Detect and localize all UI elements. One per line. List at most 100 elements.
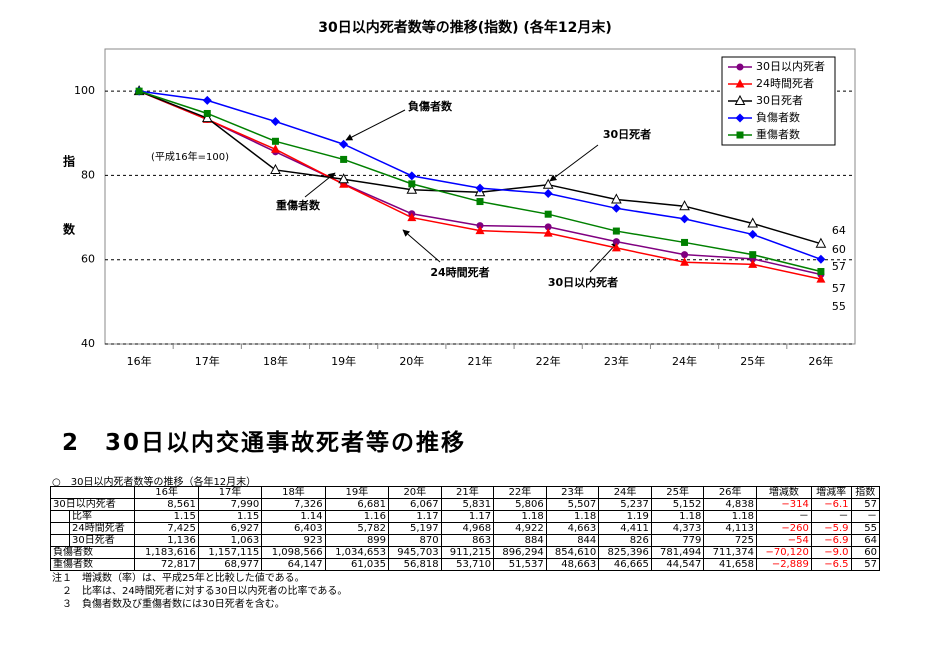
x-tick-label: 17年 <box>195 354 220 368</box>
header-cell: 16年 <box>134 486 199 499</box>
header-cell: 25年 <box>650 486 705 499</box>
header-cell: 22年 <box>493 486 547 499</box>
table-cell: 41,658 <box>703 558 757 571</box>
table-cell: −70,120 <box>755 546 812 559</box>
marker <box>475 225 485 235</box>
table-cell: 911,215 <box>440 546 495 559</box>
table-cell: 1.18 <box>650 510 705 523</box>
series-line <box>138 90 822 276</box>
table-cell: 8,561 <box>134 498 199 511</box>
table-cell: － <box>755 510 812 523</box>
data-label: 57 <box>832 282 846 295</box>
x-tick-label: 24年 <box>672 354 697 368</box>
table-cell: 6,681 <box>324 498 390 511</box>
marker <box>203 109 211 117</box>
marker <box>407 171 417 181</box>
marker <box>612 227 620 235</box>
table-cell: 870 <box>388 534 442 547</box>
table-cell: 5,197 <box>388 522 442 535</box>
table-cell: 844 <box>545 534 600 547</box>
table-row: 16年 17年 18年 19年 20年 21年 22年 23年 24年 25年 26年 増減数 増減率指… <box>49 486 881 499</box>
marker <box>736 63 744 71</box>
table-cell: 51,537 <box>493 558 547 571</box>
table-cell: 863 <box>440 534 495 547</box>
table-cell: 55 <box>850 522 881 535</box>
marker <box>475 183 485 193</box>
annotation: (平成16年=100) <box>151 150 229 163</box>
table-cell: 44,547 <box>650 558 705 571</box>
marker <box>270 144 280 153</box>
marker <box>681 238 689 246</box>
series-line <box>138 90 822 245</box>
table-cell: 1.14 <box>261 510 326 523</box>
table-cell: 711,374 <box>703 546 757 559</box>
table-cell: 1,098,566 <box>261 546 326 559</box>
blank-cell <box>50 522 70 535</box>
row-label: 30日以内死者 <box>49 498 136 511</box>
table-cell: 779 <box>650 534 705 547</box>
marker <box>748 259 758 268</box>
arrow <box>402 229 441 263</box>
data-label: 60 <box>832 243 846 256</box>
marker <box>543 228 553 237</box>
data-label: 57 <box>832 260 846 273</box>
blank-cell <box>50 510 70 523</box>
marker <box>749 251 757 259</box>
table-cell: 1.18 <box>703 510 757 523</box>
chart: 30日以内死者数等の推移(指数) (各年12月末) 指数 (平成16年=100)… <box>62 19 856 368</box>
table-cell: 1.15 <box>197 510 263 523</box>
marker <box>270 116 280 126</box>
marker <box>680 214 690 224</box>
marker <box>476 198 484 206</box>
data-label: 64 <box>832 224 846 237</box>
table-cell: 7,326 <box>261 498 326 511</box>
table-cell: 725 <box>703 534 757 547</box>
legend-label: 24時間死者 <box>756 77 814 90</box>
table-cell: −6.5 <box>810 558 852 571</box>
table-cell: 46,665 <box>598 558 652 571</box>
table-row: 負傷者数 1,183,616 1,157,115 1,098,566 1,034,653… <box>49 546 881 559</box>
table-cell: 68,977 <box>197 558 263 571</box>
marker <box>735 79 745 88</box>
table-cell: 6,067 <box>388 498 442 511</box>
header-cell: 26年 <box>703 486 757 499</box>
table-cell: 1.17 <box>440 510 495 523</box>
table-cell: 4,838 <box>703 498 757 511</box>
header-cell <box>49 486 136 499</box>
marker <box>339 179 349 188</box>
table-row: 30日以内死者 8,561 7,990 7,326 6,681 6,067 5,831 5,8… <box>49 498 881 511</box>
annotation: 30日以内死者 <box>548 275 618 289</box>
arrow <box>589 241 619 273</box>
series-line <box>138 90 822 273</box>
table-row: 24時間死者 7,425 6,927 6,403 5,782 5,197 4,968 4,92… <box>50 522 881 535</box>
row-label: 重傷者数 <box>49 558 136 571</box>
table-cell: 1.15 <box>134 510 199 523</box>
x-tick-label: 23年 <box>604 354 629 368</box>
table-cell: 5,152 <box>650 498 705 511</box>
table-cell: −2,889 <box>755 558 812 571</box>
table-cell: 1.16 <box>324 510 390 523</box>
table-cell: 825,396 <box>598 546 652 559</box>
marker <box>816 274 826 283</box>
table-cell: 1.18 <box>545 510 600 523</box>
marker <box>339 139 349 149</box>
table-cell: 53,710 <box>440 558 495 571</box>
marker <box>611 193 622 204</box>
table-cell: −6.9 <box>810 534 852 547</box>
marker <box>135 87 143 95</box>
marker <box>406 183 418 194</box>
note: ３ 負傷者数及び重傷者数には30日死者を含む。 <box>52 599 285 610</box>
row-label: 負傷者数 <box>49 546 136 559</box>
table-cell: 1,136 <box>134 534 199 547</box>
marker <box>270 163 281 174</box>
legend-label: 負傷者数 <box>756 110 800 124</box>
table-row: 30日死者 1,136 1,063 923 899 870 863 884 844 826 779 7… <box>50 534 881 547</box>
table-cell: 1.19 <box>598 510 652 523</box>
marker <box>734 94 746 105</box>
y-tick-label: 80 <box>81 168 95 181</box>
annotation: 24時間死者 <box>430 265 489 279</box>
x-tick-label: 19年 <box>331 354 356 368</box>
table-cell: 57 <box>850 498 881 511</box>
